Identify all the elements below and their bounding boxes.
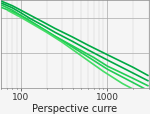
X-axis label: Perspective curre: Perspective curre bbox=[32, 103, 118, 113]
